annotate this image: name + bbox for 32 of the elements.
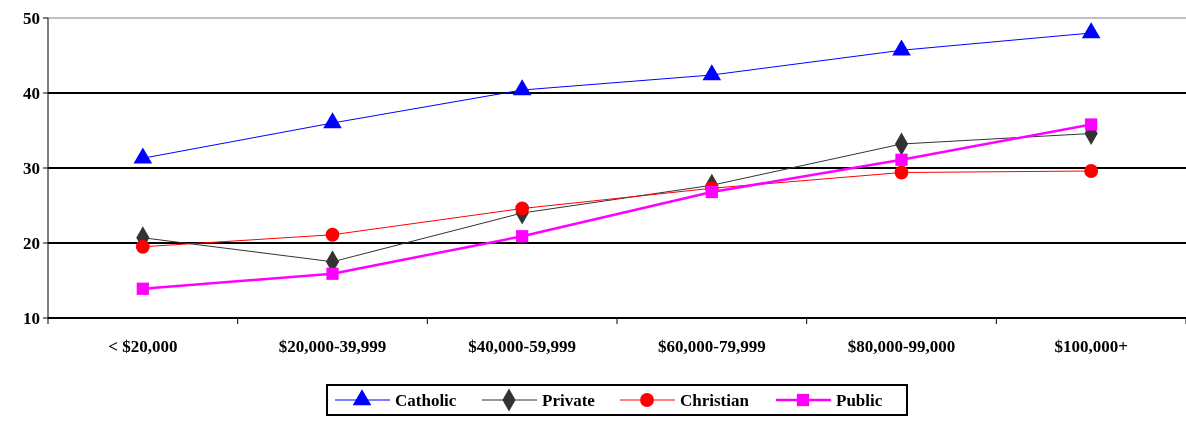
x-tick-label: $20,000-39,999: [278, 337, 387, 356]
y-tick-label: 20: [23, 233, 40, 253]
legend-label: Public: [836, 390, 883, 410]
legend-label: Christian: [680, 390, 750, 410]
point: [705, 185, 718, 199]
y-tick-label: 10: [23, 308, 40, 328]
x-tick-label: $80,000-99,000: [847, 337, 956, 356]
legend-label: Catholic: [395, 390, 457, 410]
y-tick-label: 30: [23, 158, 40, 178]
point: [323, 112, 342, 129]
point: [515, 201, 530, 216]
point: [1085, 118, 1098, 131]
point: [1084, 164, 1099, 178]
point: [702, 64, 722, 81]
x-tick-label: $40,000-59,999: [468, 337, 576, 356]
point: [516, 230, 529, 243]
point: [136, 282, 149, 295]
point: [892, 39, 911, 56]
point: [325, 227, 340, 242]
point: [326, 267, 339, 280]
y-tick-label: 50: [23, 8, 40, 28]
y-tick-label: 40: [23, 83, 40, 103]
legend-label: Private: [542, 390, 596, 410]
x-tick-label: $100,000+: [1054, 337, 1128, 356]
x-tick-label: < $20,000: [108, 337, 178, 356]
x-tick-label: $60,000-79,999: [658, 337, 766, 356]
point: [895, 153, 908, 166]
point: [1081, 22, 1101, 39]
point: [133, 147, 153, 164]
point: [894, 165, 909, 180]
point: [512, 79, 532, 96]
point: [135, 239, 150, 254]
